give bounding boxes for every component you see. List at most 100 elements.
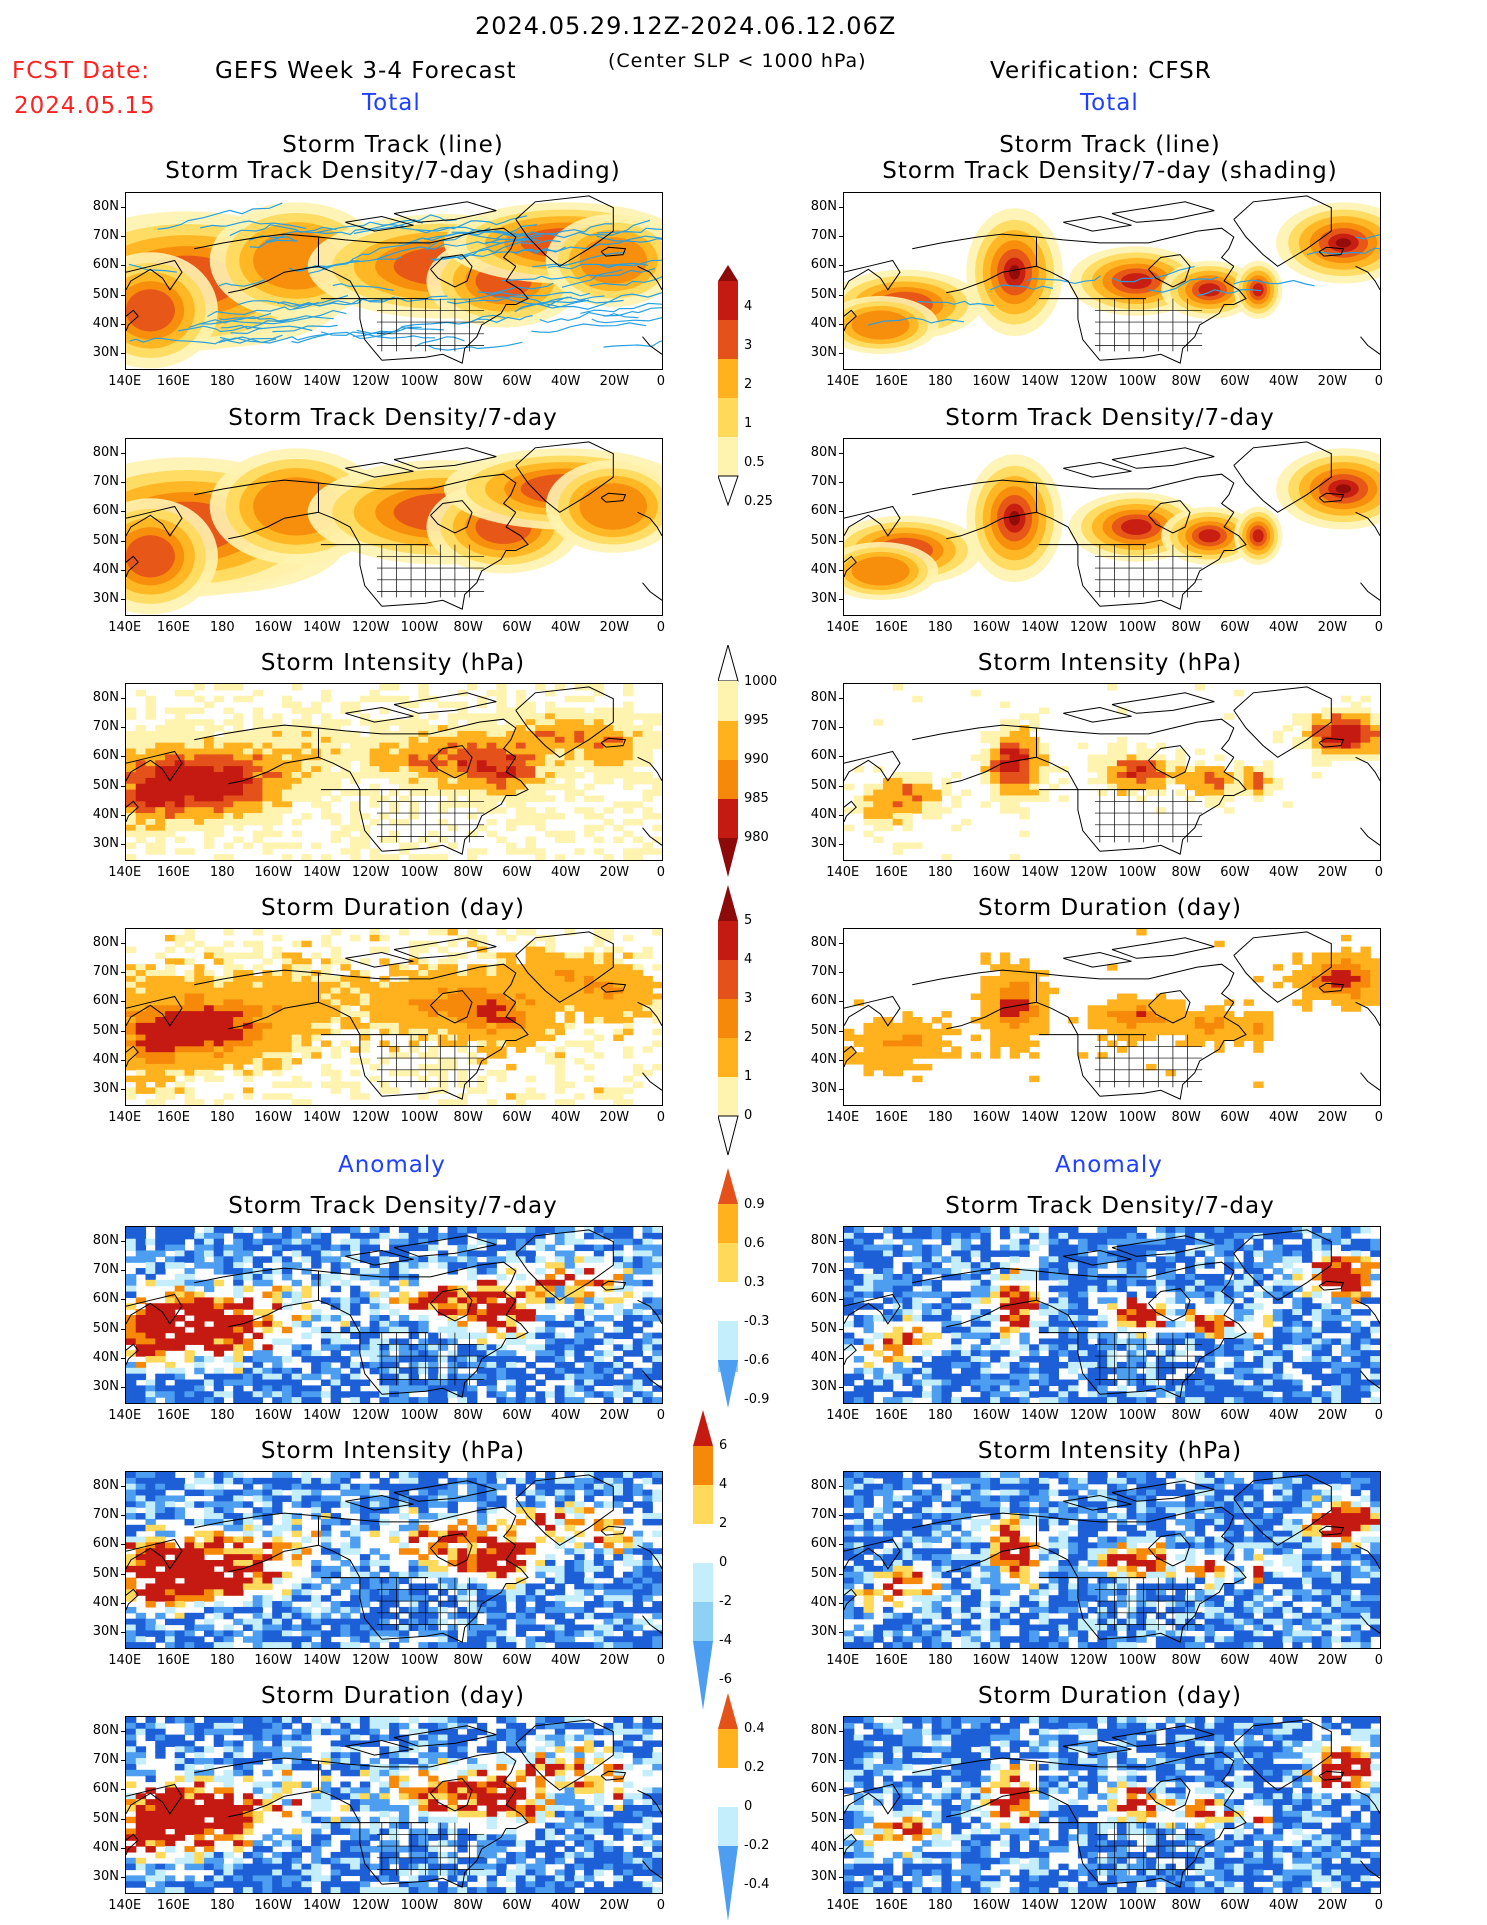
lon-label: 60W <box>1220 865 1250 880</box>
lat-label: 60N <box>810 503 837 519</box>
lon-label: 120W <box>351 620 390 635</box>
lat-label: 40N <box>810 1595 837 1610</box>
lon-label: 40W <box>550 620 581 635</box>
cb6-l2: 0 <box>744 1799 753 1814</box>
cb1-l5: 0.25 <box>744 494 773 509</box>
lon-label: 0 <box>1374 374 1384 389</box>
lat-label: 60N <box>92 993 119 1009</box>
lon-label: 180 <box>209 620 235 635</box>
lon-label: 160W <box>254 1110 293 1125</box>
lon-label: 100W <box>1118 374 1157 389</box>
lon-label: 60W <box>1220 1898 1250 1913</box>
lon-label: 20W <box>1317 1898 1348 1913</box>
lat-tick <box>121 1848 126 1849</box>
lat-label: 30N <box>810 1624 837 1640</box>
lat-tick <box>839 727 844 728</box>
lat-tick <box>839 756 844 758</box>
lon-label: 60W <box>502 1653 532 1668</box>
lon-label: 0 <box>1374 1898 1384 1913</box>
lon-label: 160E <box>156 1408 190 1423</box>
lon-label: 120W <box>1069 1898 1108 1913</box>
cb5-l3: 0 <box>719 1555 728 1570</box>
lon-label: 120W <box>351 1653 390 1668</box>
lon-label: 120W <box>1069 374 1108 389</box>
lon-label: 60W <box>502 865 532 880</box>
cb2-l3: 985 <box>744 791 769 806</box>
map-verif-density <box>843 438 1381 616</box>
lat-tick <box>839 599 844 601</box>
map-fcst-duration <box>125 928 663 1106</box>
lat-label: 50N <box>92 286 119 302</box>
lat-tick <box>121 1544 126 1546</box>
lat-label: 60N <box>810 748 837 764</box>
lat-tick <box>839 1387 844 1389</box>
colorbar-duration-total <box>718 885 739 1156</box>
lon-label: 100W <box>400 374 439 389</box>
lon-label: 0 <box>1374 1408 1384 1423</box>
lon-label: 60W <box>1220 620 1250 635</box>
lat-tick <box>839 1632 844 1634</box>
lon-label: 20W <box>1317 620 1348 635</box>
lon-label: 100W <box>400 1408 439 1423</box>
lat-tick <box>121 1001 126 1003</box>
cb3-l1: 4 <box>744 952 753 967</box>
lat-tick <box>121 1877 126 1879</box>
lon-label: 140W <box>303 865 341 880</box>
lat-tick <box>121 844 126 846</box>
lat-tick <box>121 511 126 513</box>
cb1-l4: 0.5 <box>744 455 765 470</box>
lat-label: 30N <box>810 1081 837 1097</box>
lat-tick <box>121 482 126 483</box>
lat-tick <box>839 697 844 699</box>
cb5-l0: 6 <box>719 1438 728 1453</box>
cb3-l0: 5 <box>744 913 753 928</box>
lon-label: 140W <box>303 1408 341 1423</box>
lat-label: 50N <box>810 1810 837 1826</box>
lat-tick <box>839 1485 844 1487</box>
lat-label: 40N <box>810 1840 837 1855</box>
title-r4: Storm Duration (day) <box>978 895 1242 921</box>
lon-label: 140W <box>1021 374 1059 389</box>
lat-tick <box>839 785 844 787</box>
lat-label: 40N <box>92 807 119 822</box>
lon-label: 140E <box>826 1408 860 1423</box>
lat-label: 30N <box>92 1379 119 1395</box>
lat-tick <box>121 1328 126 1330</box>
cb4-l1: 0.6 <box>744 1236 765 1251</box>
lon-label: 60W <box>1220 1653 1250 1668</box>
lon-label: 120W <box>1069 865 1108 880</box>
lon-label: 20W <box>599 1408 630 1423</box>
lon-label: 80W <box>1171 374 1201 389</box>
fcst-date-value: 2024.05.15 <box>14 93 156 119</box>
lat-label: 60N <box>810 1536 837 1552</box>
lon-label: 160W <box>254 374 293 389</box>
lat-label: 70N <box>92 1752 119 1767</box>
lat-label: 80N <box>810 1722 837 1738</box>
title-l3: Storm Intensity (hPa) <box>260 650 526 676</box>
lat-label: 70N <box>810 474 837 489</box>
lat-tick <box>121 1789 126 1791</box>
lon-label: 160W <box>254 1408 293 1423</box>
lon-label: 160W <box>254 1653 293 1668</box>
lat-tick <box>839 482 844 483</box>
lon-label: 100W <box>1118 620 1157 635</box>
lon-label: 140E <box>826 374 860 389</box>
lon-label: 20W <box>1317 1110 1348 1125</box>
verification-label: Verification: CFSR <box>990 58 1212 84</box>
lat-label: 30N <box>810 345 837 361</box>
lon-label: 20W <box>1317 1653 1348 1668</box>
lon-label: 20W <box>1317 374 1348 389</box>
lat-label: 30N <box>810 1379 837 1395</box>
lat-label: 60N <box>810 1781 837 1797</box>
lon-label: 100W <box>400 865 439 880</box>
title-r1b: Storm Track Density/7-day (shading) <box>882 158 1338 184</box>
lon-label: 0 <box>656 1408 666 1423</box>
lat-tick <box>839 294 844 296</box>
date-range: 2024.05.29.12Z-2024.06.12.06Z <box>475 12 897 40</box>
lat-tick <box>121 785 126 787</box>
lat-label: 80N <box>92 1232 119 1248</box>
cb3-l5: 0 <box>744 1108 753 1123</box>
lon-label: 20W <box>599 1898 630 1913</box>
colorbar-duration-anom <box>718 1693 738 1921</box>
lat-label: 40N <box>92 1052 119 1067</box>
